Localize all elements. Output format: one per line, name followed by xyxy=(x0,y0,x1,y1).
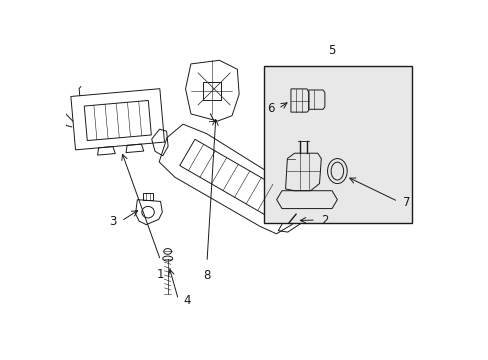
Text: 2: 2 xyxy=(321,214,328,227)
Text: 7: 7 xyxy=(403,195,410,209)
Text: 1: 1 xyxy=(157,267,164,280)
Text: 5: 5 xyxy=(327,44,335,57)
Text: 6: 6 xyxy=(266,102,274,115)
Bar xyxy=(203,82,221,100)
Text: 3: 3 xyxy=(109,215,116,228)
Text: 4: 4 xyxy=(183,294,190,307)
Bar xyxy=(264,66,411,223)
Text: 8: 8 xyxy=(203,269,210,282)
